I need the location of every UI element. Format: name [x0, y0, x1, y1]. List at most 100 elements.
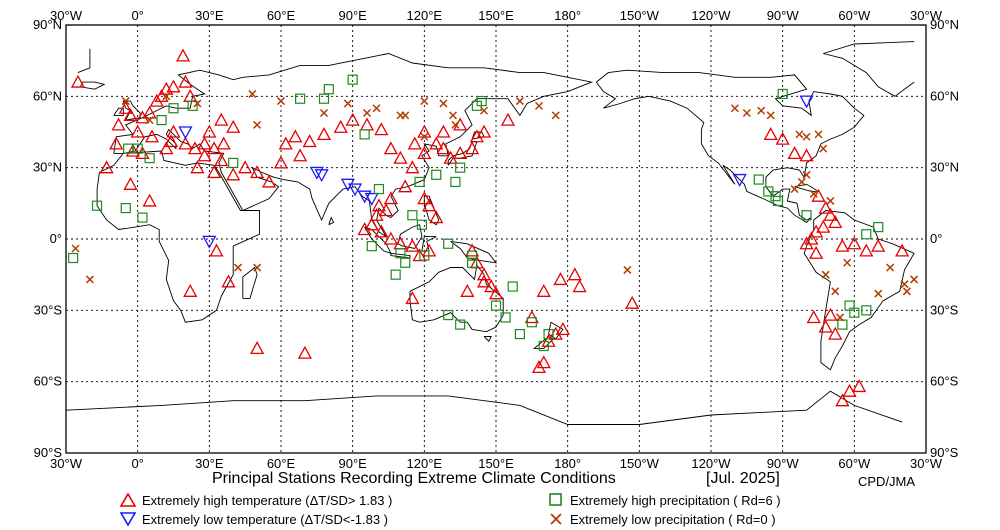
- lon-label-bottom: 60°E: [267, 456, 296, 470]
- high-temp-marker: [524, 310, 539, 324]
- high-temp-marker: [99, 160, 114, 174]
- high-temp-marker: [221, 274, 236, 288]
- lon-label-bottom: 150°E: [478, 456, 514, 470]
- lon-label-top: 120°E: [407, 8, 443, 23]
- lon-label-bottom: 120°W: [691, 456, 731, 470]
- lon-label-bottom: 120°E: [407, 456, 443, 470]
- blue-inverted-triangle-icon: [120, 512, 136, 526]
- high-precip-marker: [873, 222, 884, 233]
- high-temp-marker: [273, 155, 289, 169]
- high-temp-marker: [379, 203, 394, 217]
- low-precip-marker: [253, 263, 262, 272]
- high-precip-marker: [414, 176, 425, 188]
- low-precip-marker: [534, 101, 544, 110]
- coastline: [409, 264, 504, 333]
- high-temp-marker: [484, 279, 499, 293]
- low-precip-marker: [886, 263, 895, 272]
- high-precip-marker: [467, 257, 478, 268]
- lon-label-top: 150°E: [478, 8, 514, 23]
- high-temp-marker: [226, 119, 241, 133]
- high-temp-marker: [398, 179, 413, 193]
- low-precip-marker: [809, 189, 818, 198]
- high-temp-marker: [250, 165, 265, 179]
- high-temp-marker: [417, 191, 432, 205]
- high-temp-marker: [238, 160, 253, 174]
- high-temp-marker: [371, 198, 387, 212]
- high-temp-marker: [531, 360, 547, 374]
- high-precip-marker: [323, 84, 334, 95]
- high-temp-marker: [806, 310, 821, 324]
- legend-item-high-temp: Extremely high temperature (ΔT/SD> 1.83 …: [120, 492, 392, 508]
- high-temp-marker: [226, 167, 241, 181]
- lon-label-top: 60°E: [267, 8, 296, 23]
- coastline: [803, 210, 915, 371]
- low-temp-marker: [364, 192, 379, 206]
- station-markers: [68, 48, 919, 407]
- lon-label-top: 90°W: [767, 8, 800, 23]
- brown-x-icon: [550, 513, 562, 525]
- high-temp-marker: [164, 134, 179, 148]
- high-temp-marker: [159, 141, 174, 155]
- lat-label-right: 90°S: [930, 445, 959, 460]
- high-temp-marker: [364, 217, 379, 231]
- low-precip-marker: [451, 120, 460, 129]
- high-temp-marker: [369, 207, 384, 221]
- high-precip-marker: [431, 169, 442, 180]
- high-temp-marker: [835, 393, 850, 407]
- high-temp-marker: [453, 117, 468, 131]
- lat-label-left: 0°: [50, 231, 62, 246]
- high-temp-marker: [190, 160, 205, 174]
- low-precip-marker: [797, 177, 806, 186]
- high-temp-marker: [476, 267, 492, 281]
- high-temp-marker: [625, 295, 640, 309]
- high-precip-marker: [373, 183, 385, 195]
- lon-label-bottom: 60°W: [838, 456, 871, 470]
- high-temp-marker: [405, 291, 420, 305]
- high-temp-marker: [383, 141, 398, 155]
- coastline: [450, 240, 498, 264]
- high-temp-marker: [847, 236, 862, 250]
- high-temp-marker: [130, 124, 145, 138]
- high-temp-marker: [407, 136, 422, 150]
- low-precip-marker: [248, 89, 257, 98]
- high-precip-marker: [187, 100, 198, 111]
- lon-label-bottom: 30°W: [50, 456, 83, 470]
- low-temp-marker: [314, 169, 329, 183]
- high-temp-marker: [178, 136, 193, 150]
- low-precip-marker: [802, 132, 811, 141]
- legend-item-low-temp: Extremely low temperature (ΔT/SD<-1.83 ): [120, 511, 388, 527]
- low-precip-marker: [480, 106, 489, 115]
- lat-label-right: 60°S: [930, 374, 959, 389]
- high-temp-marker: [216, 136, 231, 150]
- high-temp-marker: [567, 267, 582, 281]
- high-temp-marker: [775, 131, 790, 145]
- high-precip-marker: [753, 174, 764, 185]
- coastline: [96, 150, 260, 323]
- lon-label-top: 30°W: [50, 8, 83, 23]
- low-precip-marker: [233, 263, 243, 272]
- high-precip-marker: [490, 300, 502, 311]
- legend-item-low-precip: Extremely low precipitation ( Rd=0 ): [548, 511, 776, 527]
- high-temp-marker: [202, 124, 217, 138]
- legend-label-high-precip: Extremely high precipitation ( Rd=6 ): [570, 492, 781, 508]
- lon-label-top: 180°: [554, 8, 581, 23]
- low-temp-marker: [732, 173, 747, 187]
- high-temp-marker: [536, 355, 551, 369]
- lat-label-left: 90°S: [34, 445, 63, 460]
- high-temp-marker: [823, 207, 838, 221]
- high-precip-marker: [359, 129, 370, 140]
- high-precip-marker: [123, 143, 134, 154]
- high-temp-marker: [809, 224, 824, 238]
- lat-label-right: 30°S: [930, 302, 959, 317]
- lat-label-left: 60°S: [34, 374, 63, 389]
- lat-label-left: 30°S: [34, 302, 63, 317]
- high-temp-marker: [835, 238, 850, 252]
- high-precip-marker: [844, 300, 855, 311]
- low-precip-marker: [71, 244, 80, 253]
- high-temp-marker: [214, 112, 229, 126]
- high-temp-marker: [816, 219, 831, 233]
- high-temp-marker: [859, 243, 874, 257]
- high-temp-marker: [476, 124, 492, 138]
- high-temp-marker: [178, 74, 193, 88]
- lon-label-top: 90°E: [338, 8, 367, 23]
